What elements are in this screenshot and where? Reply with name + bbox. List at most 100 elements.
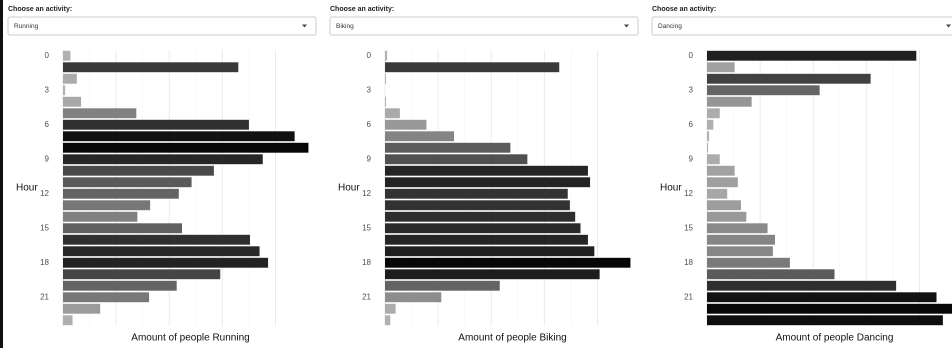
bar	[707, 85, 820, 96]
bar	[63, 257, 269, 268]
bar	[707, 303, 952, 314]
y-tick-label: 21	[40, 292, 49, 301]
y-tick-label: 3	[367, 85, 372, 94]
bar	[385, 211, 576, 222]
bar	[707, 234, 775, 245]
bar	[63, 177, 192, 188]
bar	[63, 292, 150, 303]
y-tick-label: 0	[689, 51, 694, 60]
bar	[385, 269, 600, 280]
bar	[707, 108, 720, 119]
x-axis-title: Amount of people Biking	[458, 333, 566, 344]
bar	[707, 246, 773, 257]
left-border	[0, 0, 3, 348]
bar	[385, 234, 588, 245]
bar	[385, 315, 391, 326]
plot-background	[707, 50, 952, 326]
y-tick-label: 21	[684, 292, 693, 301]
bar	[385, 257, 631, 268]
bar	[707, 257, 790, 268]
bar	[63, 269, 221, 280]
y-axis-title: Hour	[16, 183, 38, 194]
y-tick-label: 15	[40, 223, 49, 232]
bar	[63, 315, 73, 326]
bar	[385, 50, 388, 61]
y-axis-title: Hour	[660, 183, 682, 194]
bar	[385, 246, 595, 257]
y-tick-label: 12	[684, 189, 693, 198]
select-caret	[302, 24, 307, 28]
bar	[63, 200, 151, 211]
bar	[63, 142, 309, 153]
control-label: Choose an activity:	[330, 6, 394, 13]
bar	[63, 246, 260, 257]
bar	[385, 119, 427, 130]
y-tick-label: 15	[684, 223, 693, 232]
bar	[707, 315, 943, 326]
bar	[385, 131, 455, 142]
bar	[385, 62, 560, 73]
bar	[707, 188, 728, 199]
bar	[63, 50, 71, 61]
y-tick-label: 6	[689, 120, 694, 129]
bar	[385, 200, 570, 211]
bar	[385, 177, 591, 188]
y-tick-label: 3	[45, 85, 50, 94]
bar	[63, 223, 182, 234]
bar	[707, 62, 735, 73]
bar	[63, 108, 137, 119]
bar	[385, 188, 568, 199]
bar	[707, 96, 752, 107]
y-tick-label: 12	[362, 189, 371, 198]
y-tick-label: 9	[689, 154, 694, 163]
bar	[707, 177, 738, 188]
bar	[385, 73, 387, 84]
activity-select[interactable]	[651, 16, 952, 36]
y-axis-title: Hour	[338, 183, 360, 194]
y-tick-label: 0	[367, 51, 372, 60]
y-tick-label: 18	[40, 258, 49, 267]
bar	[63, 165, 214, 176]
bar	[63, 73, 77, 84]
bar	[707, 292, 937, 303]
y-tick-label: 6	[45, 120, 50, 129]
bar	[63, 96, 82, 107]
bar	[707, 131, 710, 142]
bar	[385, 142, 511, 153]
activity-select[interactable]	[7, 16, 317, 36]
bar	[707, 142, 709, 153]
x-axis-title: Amount of people Running	[131, 333, 249, 344]
y-tick-label: 3	[689, 85, 694, 94]
x-axis-title: Amount of people Dancing	[776, 333, 894, 344]
bar	[385, 165, 588, 176]
select-value: Biking	[336, 23, 354, 30]
bar	[707, 154, 720, 165]
bar	[385, 303, 396, 314]
bar	[63, 119, 249, 130]
bar	[385, 280, 500, 291]
bar	[707, 269, 835, 280]
bar	[385, 96, 387, 107]
bar	[63, 303, 101, 314]
bar	[385, 108, 400, 119]
bar	[707, 73, 871, 84]
bar	[63, 131, 295, 142]
y-tick-label: 9	[45, 154, 50, 163]
bar	[707, 165, 735, 176]
y-tick-label: 12	[40, 189, 49, 198]
bar	[707, 223, 768, 234]
bar	[63, 280, 177, 291]
control-label: Choose an activity:	[652, 6, 716, 13]
bar	[707, 119, 714, 130]
y-tick-label: 18	[362, 258, 371, 267]
select-value: Running	[14, 23, 39, 30]
bar	[707, 200, 741, 211]
bar	[63, 188, 179, 199]
y-tick-label: 6	[367, 120, 372, 129]
select-value: Dancing	[658, 23, 682, 30]
bar	[385, 292, 442, 303]
y-tick-label: 9	[367, 154, 372, 163]
activity-select[interactable]	[329, 16, 639, 36]
